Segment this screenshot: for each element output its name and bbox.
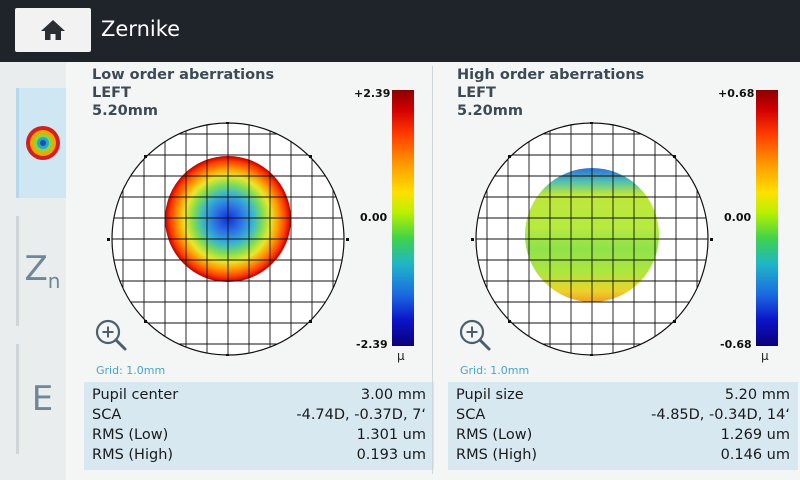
info-box: Pupil size 5.20 mm SCA -4.85D, -0.34D, 14‘… bbox=[448, 382, 798, 470]
zoom-in-icon[interactable] bbox=[94, 318, 128, 352]
tab-e-label: E bbox=[31, 379, 54, 419]
grid-note: Grid: 1.0mm bbox=[96, 364, 166, 377]
info-row: RMS (High) 0.193 um bbox=[92, 447, 426, 463]
scale-unit-label: μ bbox=[397, 349, 405, 363]
page-title: Zernike bbox=[101, 17, 181, 41]
wavefront-map[interactable] bbox=[468, 122, 716, 356]
tab-color-map[interactable] bbox=[16, 88, 66, 198]
color-scale-bar bbox=[756, 90, 778, 346]
scale-max-label: +0.68 bbox=[718, 87, 755, 100]
tab-e[interactable]: E bbox=[16, 344, 66, 454]
low-order-panel: Low order aberrations LEFT 5.20mm bbox=[84, 62, 434, 480]
info-row: Pupil center 3.00 mm bbox=[92, 387, 426, 403]
panel-title: High order aberrations LEFT 5.20mm bbox=[457, 66, 644, 120]
info-row: RMS (Low) 1.301 um bbox=[92, 427, 426, 443]
eye-label: LEFT bbox=[457, 85, 496, 101]
scale-mid-label: 0.00 bbox=[360, 211, 388, 224]
panel-divider bbox=[432, 66, 433, 474]
header-bar: Zernike bbox=[0, 0, 800, 62]
scale-unit-label: μ bbox=[761, 349, 769, 363]
panel-heading: Low order aberrations bbox=[92, 67, 275, 83]
scale-mid-label: 0.00 bbox=[724, 211, 752, 224]
tab-zernike-label: Zn bbox=[24, 249, 61, 293]
home-icon bbox=[41, 20, 65, 40]
info-row: SCA -4.85D, -0.34D, 14‘ bbox=[456, 407, 790, 423]
color-map-icon bbox=[25, 126, 60, 160]
pupil-size-label: 5.20mm bbox=[457, 103, 523, 119]
high-order-panel: High order aberrations LEFT 5.20mm bbox=[448, 62, 798, 480]
panel-heading: High order aberrations bbox=[457, 67, 645, 83]
info-row: Pupil size 5.20 mm bbox=[456, 387, 790, 403]
info-row: RMS (High) 0.146 um bbox=[456, 447, 790, 463]
pupil-size-label: 5.20mm bbox=[92, 103, 158, 119]
color-scale-bar bbox=[392, 90, 414, 346]
info-box: Pupil center 3.00 mm SCA -4.74D, -0.37D, 7… bbox=[84, 382, 434, 470]
grid-note: Grid: 1.0mm bbox=[460, 364, 530, 377]
scale-min-label: -2.39 bbox=[356, 338, 388, 351]
tab-zernike[interactable]: Zn bbox=[16, 216, 66, 326]
home-button[interactable] bbox=[15, 8, 91, 52]
wavefront-map[interactable] bbox=[104, 122, 352, 356]
panel-title: Low order aberrations LEFT 5.20mm bbox=[92, 66, 274, 120]
sidebar: Zn E bbox=[0, 62, 66, 480]
eye-label: LEFT bbox=[92, 85, 131, 101]
info-row: SCA -4.74D, -0.37D, 7‘ bbox=[92, 407, 426, 423]
scale-min-label: -0.68 bbox=[720, 338, 752, 351]
scale-max-label: +2.39 bbox=[354, 87, 391, 100]
zoom-in-icon[interactable] bbox=[458, 318, 492, 352]
info-row: RMS (Low) 1.269 um bbox=[456, 427, 790, 443]
